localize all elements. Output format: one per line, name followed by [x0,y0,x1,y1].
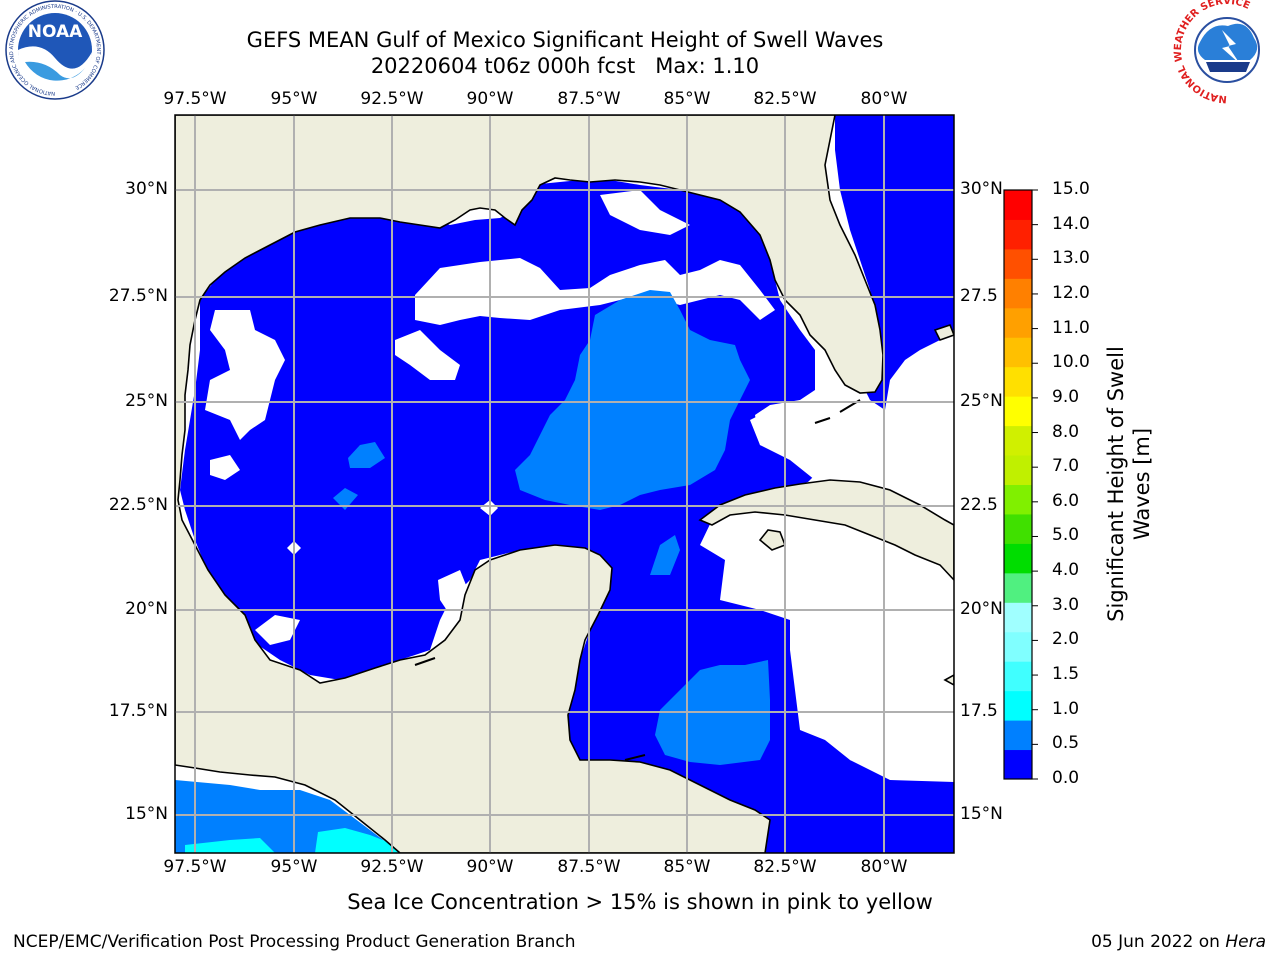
colorbar-tick-label: 11.0 [1052,317,1090,338]
swell-field-mid [515,290,750,510]
colorbar-tick-label: 10.0 [1052,352,1090,373]
swell-field-mid-5 [650,535,680,575]
footer-date-text: 05 Jun 2022 on [1091,932,1226,952]
colorbar-segment [1004,396,1032,427]
colorbar-tick-label: 15.0 [1052,179,1090,199]
land-isla-juventud [758,529,787,551]
colorbar-segment [1004,219,1032,250]
land-bahamas-2 [943,674,954,686]
lon-tick-top: 80°W [860,89,908,109]
chart-title: GEFS MEAN Gulf of Mexico Significant Hei… [246,28,884,52]
colorbar-tick-label: 0.5 [1052,733,1080,754]
colorbar-segment [1004,190,1032,220]
colorbar-tick-label: 7.0 [1052,456,1080,477]
colorbar-tick-label: 14.0 [1052,213,1090,234]
lon-tick-bottom: 82.5°W [753,857,817,877]
lon-tick-top: 87.5°W [557,89,621,109]
noaa-logo: NOAA NATIONAL OCEANIC AND ATMOSPHERIC AD… [5,0,105,100]
colorbar-segment [1004,425,1032,456]
noaa-logo-text: NOAA [28,22,83,42]
colorbar-tick-label: 0.0 [1052,768,1080,788]
colorbar-label: Significant Height of Swell Waves [m] [1103,324,1155,644]
land-bahamas-1 [933,324,954,341]
lat-tick-right: 22.5 [960,495,998,515]
lon-tick-bottom: 80°W [860,857,908,877]
swell-field-mid-4 [333,488,358,510]
swell-field-pacific-high [185,828,405,853]
lat-tick-left: 27.5°N [108,286,168,306]
colorbar-tick-label: 2.0 [1052,629,1080,650]
lon-tick-bottom: 90°W [466,857,514,877]
colorbar-segment [1004,307,1032,338]
colorbar-segment [1004,661,1032,692]
colorbar-segment [1004,749,1032,780]
colorbar-tick-label: 3.0 [1052,594,1080,615]
colorbar-segment [1004,690,1032,721]
colorbar-segment [1004,543,1032,574]
chart-subtitle: 20220604 t06z 000h fcst Max: 1.10 [370,54,760,78]
lon-tick-top: 85°W [663,89,711,109]
lat-tick-left: 25°N [125,391,168,411]
colorbar [1003,189,1038,780]
lat-tick-right: 30°N [960,179,1003,199]
graticule [175,115,954,853]
colorbar-tick-label: 12.0 [1052,282,1090,303]
colorbar-tick-label: 1.0 [1052,698,1080,719]
florida-keys [414,399,861,761]
land-north-america [175,115,884,853]
lon-tick-top: 82.5°W [753,89,817,109]
colorbar-segment [1004,278,1032,309]
lon-tick-top: 97.5°W [163,89,227,109]
colorbar-segment [1004,248,1032,279]
colorbar-segment [1004,337,1032,368]
lon-tick-top: 92.5°W [360,89,424,109]
colorbar-segment [1004,455,1032,485]
colorbar-segment [1004,602,1032,633]
colorbar-tick-label: 5.0 [1052,525,1080,546]
sea-ice-note: Sea Ice Concentration > 15% is shown in … [347,890,933,914]
footer-credit: NCEP/EMC/Verification Post Processing Pr… [13,932,576,952]
lat-tick-left: 22.5°N [108,495,168,515]
colorbar-tick-label: 6.0 [1052,490,1080,511]
lat-tick-right: 25°N [960,391,1003,411]
lon-tick-bottom: 92.5°W [360,857,424,877]
lon-tick-bottom: 87.5°W [557,857,621,877]
colorbar-segment [1004,720,1032,751]
lat-tick-left: 20°N [125,599,168,619]
lat-tick-left: 15°N [125,804,168,824]
swell-field-atlantic [835,115,954,410]
lon-tick-bottom: 97.5°W [163,857,227,877]
colorbar-tick-label: 1.5 [1052,664,1080,685]
colorbar-label-line2: Waves [m] [1130,427,1154,541]
lat-tick-right: 17.5 [960,701,998,721]
colorbar-segment [1004,513,1032,544]
lon-tick-top: 95°W [270,89,318,109]
colorbar-segment [1004,366,1032,397]
colorbar-tick-label: 13.0 [1052,248,1090,269]
footer-date: 05 Jun 2022 on Hera [1091,932,1266,952]
lon-tick-bottom: 95°W [270,857,318,877]
footer-host: Hera [1225,932,1266,952]
colorbar-segment [1004,484,1032,515]
lon-tick-bottom: 85°W [663,857,711,877]
swell-field-mid-3 [348,442,385,468]
map-frame [174,114,955,854]
colorbar-segment [1004,572,1032,603]
lon-tick-top: 90°W [466,89,514,109]
colorbar-label-line1: Significant Height of Swell [1104,346,1128,622]
lat-tick-left: 17.5°N [108,701,168,721]
lat-tick-right: 15°N [960,804,1003,824]
colorbar-segment [1004,631,1032,662]
lat-tick-left: 30°N [125,179,168,199]
lat-tick-right: 27.5 [960,286,998,306]
colorbar-tick-label: 9.0 [1052,386,1080,407]
colorbar-frame [1003,189,1033,780]
nws-logo: NATIONAL WEATHER SERVICE [1173,0,1275,104]
colorbar-tick-label: 4.0 [1052,560,1080,581]
colorbar-tick-label: 8.0 [1052,421,1080,442]
lat-tick-right: 20°N [960,599,1003,619]
